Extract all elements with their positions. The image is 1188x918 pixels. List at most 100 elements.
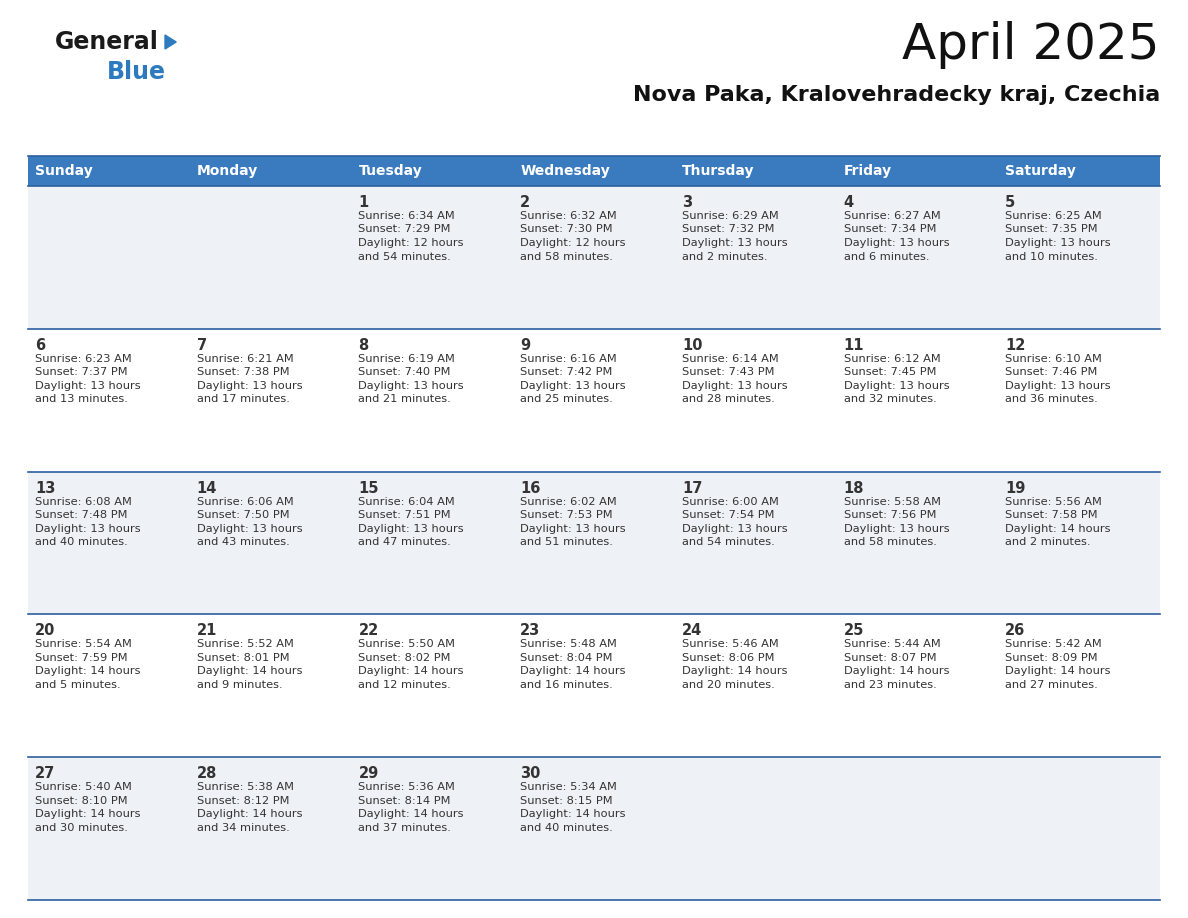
Bar	[190, 156, 352, 186]
Text: Sunrise: 5:48 AM: Sunrise: 5:48 AM	[520, 640, 617, 649]
Text: Sunset: 7:45 PM: Sunset: 7:45 PM	[843, 367, 936, 377]
Text: Sunset: 7:51 PM: Sunset: 7:51 PM	[359, 510, 451, 521]
Text: and 25 minutes.: and 25 minutes.	[520, 395, 613, 404]
Text: Daylight: 14 hours: Daylight: 14 hours	[359, 809, 465, 819]
Text: Thursday: Thursday	[682, 164, 754, 178]
Text: Daylight: 14 hours: Daylight: 14 hours	[34, 809, 140, 819]
Text: Sunset: 7:30 PM: Sunset: 7:30 PM	[520, 225, 613, 234]
Text: Sunrise: 6:00 AM: Sunrise: 6:00 AM	[682, 497, 778, 507]
Text: and 51 minutes.: and 51 minutes.	[520, 537, 613, 547]
Text: and 40 minutes.: and 40 minutes.	[520, 823, 613, 833]
Text: Tuesday: Tuesday	[359, 164, 422, 178]
Text: and 2 minutes.: and 2 minutes.	[682, 252, 767, 262]
Text: Daylight: 13 hours: Daylight: 13 hours	[520, 381, 626, 391]
Text: Daylight: 13 hours: Daylight: 13 hours	[34, 381, 140, 391]
Text: and 6 minutes.: and 6 minutes.	[843, 252, 929, 262]
Bar	[29, 186, 1159, 329]
Text: and 2 minutes.: and 2 minutes.	[1005, 537, 1091, 547]
Text: and 43 minutes.: and 43 minutes.	[197, 537, 290, 547]
Text: Sunrise: 6:19 AM: Sunrise: 6:19 AM	[359, 353, 455, 364]
Text: Sunset: 8:02 PM: Sunset: 8:02 PM	[359, 653, 451, 663]
Text: 24: 24	[682, 623, 702, 638]
Text: 5: 5	[1005, 195, 1016, 210]
Text: Sunrise: 5:58 AM: Sunrise: 5:58 AM	[843, 497, 941, 507]
Text: Daylight: 13 hours: Daylight: 13 hours	[197, 523, 302, 533]
Text: Sunset: 7:58 PM: Sunset: 7:58 PM	[1005, 510, 1098, 521]
Text: Sunday: Sunday	[34, 164, 93, 178]
Text: 2: 2	[520, 195, 530, 210]
Text: 9: 9	[520, 338, 530, 353]
Text: 30: 30	[520, 767, 541, 781]
Text: 28: 28	[197, 767, 217, 781]
Text: and 20 minutes.: and 20 minutes.	[682, 680, 775, 690]
Text: Sunrise: 6:23 AM: Sunrise: 6:23 AM	[34, 353, 132, 364]
Text: Sunset: 8:12 PM: Sunset: 8:12 PM	[197, 796, 289, 806]
Text: Sunset: 7:35 PM: Sunset: 7:35 PM	[1005, 225, 1098, 234]
Text: Sunset: 8:10 PM: Sunset: 8:10 PM	[34, 796, 127, 806]
Text: and 47 minutes.: and 47 minutes.	[359, 537, 451, 547]
Text: Daylight: 13 hours: Daylight: 13 hours	[843, 381, 949, 391]
Text: 10: 10	[682, 338, 702, 353]
Text: Daylight: 13 hours: Daylight: 13 hours	[682, 238, 788, 248]
Text: 21: 21	[197, 623, 217, 638]
Text: April 2025: April 2025	[903, 21, 1159, 69]
Text: Daylight: 13 hours: Daylight: 13 hours	[34, 523, 140, 533]
Text: Daylight: 14 hours: Daylight: 14 hours	[197, 666, 302, 677]
Text: 12: 12	[1005, 338, 1025, 353]
Text: Sunrise: 6:25 AM: Sunrise: 6:25 AM	[1005, 211, 1102, 221]
Text: 26: 26	[1005, 623, 1025, 638]
Text: and 9 minutes.: and 9 minutes.	[197, 680, 283, 690]
Text: 3: 3	[682, 195, 691, 210]
Text: Sunset: 8:01 PM: Sunset: 8:01 PM	[197, 653, 290, 663]
Text: and 16 minutes.: and 16 minutes.	[520, 680, 613, 690]
Text: 22: 22	[359, 623, 379, 638]
Text: Daylight: 12 hours: Daylight: 12 hours	[520, 238, 626, 248]
Text: Nova Paka, Kralovehradecky kraj, Czechia: Nova Paka, Kralovehradecky kraj, Czechia	[633, 85, 1159, 105]
Bar	[675, 156, 836, 186]
Text: 27: 27	[34, 767, 56, 781]
Text: Sunset: 7:59 PM: Sunset: 7:59 PM	[34, 653, 127, 663]
Text: Daylight: 14 hours: Daylight: 14 hours	[1005, 523, 1111, 533]
Text: Sunset: 7:34 PM: Sunset: 7:34 PM	[843, 225, 936, 234]
Text: and 58 minutes.: and 58 minutes.	[520, 252, 613, 262]
Text: Sunset: 7:56 PM: Sunset: 7:56 PM	[843, 510, 936, 521]
Text: Sunset: 7:38 PM: Sunset: 7:38 PM	[197, 367, 290, 377]
Text: Sunrise: 6:34 AM: Sunrise: 6:34 AM	[359, 211, 455, 221]
Text: Daylight: 14 hours: Daylight: 14 hours	[34, 666, 140, 677]
Text: and 34 minutes.: and 34 minutes.	[197, 823, 290, 833]
Text: Sunset: 7:54 PM: Sunset: 7:54 PM	[682, 510, 775, 521]
Text: Sunset: 8:06 PM: Sunset: 8:06 PM	[682, 653, 775, 663]
Text: 16: 16	[520, 481, 541, 496]
Bar	[29, 614, 1159, 757]
Text: Sunrise: 6:16 AM: Sunrise: 6:16 AM	[520, 353, 617, 364]
Text: and 37 minutes.: and 37 minutes.	[359, 823, 451, 833]
Bar	[998, 156, 1159, 186]
Text: Saturday: Saturday	[1005, 164, 1076, 178]
Text: Daylight: 13 hours: Daylight: 13 hours	[843, 238, 949, 248]
Text: and 13 minutes.: and 13 minutes.	[34, 395, 128, 404]
Text: Sunrise: 5:50 AM: Sunrise: 5:50 AM	[359, 640, 455, 649]
Text: and 5 minutes.: and 5 minutes.	[34, 680, 121, 690]
Text: Sunrise: 5:54 AM: Sunrise: 5:54 AM	[34, 640, 132, 649]
Text: Sunset: 8:14 PM: Sunset: 8:14 PM	[359, 796, 451, 806]
Text: General: General	[55, 30, 159, 54]
Text: Daylight: 14 hours: Daylight: 14 hours	[682, 666, 788, 677]
Text: 8: 8	[359, 338, 368, 353]
Text: Daylight: 13 hours: Daylight: 13 hours	[682, 523, 788, 533]
Text: Daylight: 13 hours: Daylight: 13 hours	[359, 523, 465, 533]
Bar	[836, 156, 998, 186]
Text: 29: 29	[359, 767, 379, 781]
Text: Sunset: 7:53 PM: Sunset: 7:53 PM	[520, 510, 613, 521]
Bar	[29, 156, 190, 186]
Text: Sunset: 8:04 PM: Sunset: 8:04 PM	[520, 653, 613, 663]
Text: Daylight: 13 hours: Daylight: 13 hours	[520, 523, 626, 533]
Bar	[29, 757, 1159, 900]
Text: Sunset: 7:32 PM: Sunset: 7:32 PM	[682, 225, 775, 234]
Text: 7: 7	[197, 338, 207, 353]
Text: Sunrise: 6:32 AM: Sunrise: 6:32 AM	[520, 211, 617, 221]
Text: 18: 18	[843, 481, 864, 496]
Text: Sunrise: 6:21 AM: Sunrise: 6:21 AM	[197, 353, 293, 364]
Text: Sunrise: 6:12 AM: Sunrise: 6:12 AM	[843, 353, 941, 364]
Text: and 54 minutes.: and 54 minutes.	[682, 537, 775, 547]
Text: and 21 minutes.: and 21 minutes.	[359, 395, 451, 404]
